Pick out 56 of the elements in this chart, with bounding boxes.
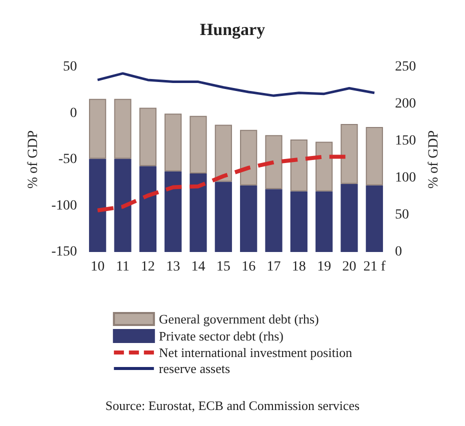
bar — [265, 189, 282, 252]
bar — [265, 135, 282, 190]
y-tick-label: 0 — [70, 106, 77, 121]
bar — [316, 191, 333, 252]
x-tick-label: 16 — [242, 260, 256, 274]
x-tick-label: 20 — [342, 260, 356, 274]
y-tick-label: -150 — [51, 244, 77, 260]
y2-tick-label: 250 — [395, 60, 416, 74]
x-tick-label: 19 — [317, 260, 332, 274]
bar — [139, 166, 156, 252]
legend-label: reserve assets — [158, 361, 230, 376]
bar — [89, 98, 106, 159]
line-series — [96, 72, 376, 97]
y-tick-label: 50 — [63, 60, 77, 74]
y2-tick-label: 200 — [395, 96, 416, 112]
bar — [214, 124, 232, 182]
x-tick-label: 21 f — [363, 260, 386, 274]
y2-axis-title: % of GDP — [426, 130, 442, 189]
x-tick-label: 11 — [116, 260, 130, 274]
bar — [340, 184, 358, 252]
y2-tick-label: 50 — [395, 208, 409, 222]
bar — [139, 108, 156, 166]
bar — [114, 158, 132, 252]
bar — [240, 185, 258, 252]
y-tick-label: -50 — [58, 152, 77, 167]
bar — [164, 114, 182, 172]
x-tick-label: 12 — [140, 260, 155, 274]
bar — [240, 130, 258, 186]
bar — [316, 142, 333, 192]
bar — [366, 126, 383, 186]
x-tick-label: 14 — [191, 260, 206, 274]
bar — [114, 98, 132, 159]
bar — [340, 124, 358, 184]
legend-label: Net international investment position — [158, 345, 353, 360]
bar — [190, 116, 207, 174]
bar — [214, 182, 232, 252]
legend-label: General government debt (rhs) — [158, 312, 319, 326]
y2-tick-label: 100 — [395, 170, 416, 186]
bar — [290, 191, 308, 252]
y-axis-title: % of GDP — [26, 130, 41, 189]
bar — [366, 185, 383, 252]
x-tick-label: 13 — [166, 260, 180, 274]
chart-title: Hungary — [200, 20, 266, 39]
x-tick-label: 15 — [216, 260, 230, 274]
bar — [190, 174, 207, 252]
y-tick-label: -100 — [51, 198, 77, 214]
bar — [290, 140, 308, 192]
y2-tick-label: 150 — [395, 134, 416, 148]
y2-tick-label: 0 — [395, 244, 402, 260]
x-tick-label: 18 — [292, 260, 306, 274]
bar — [164, 171, 182, 252]
source-note: Source: Eurostat, ECB and Commission services — [105, 398, 360, 413]
x-tick-label: 17 — [266, 260, 281, 274]
x-tick-label: 10 — [90, 260, 105, 274]
bar — [89, 158, 106, 252]
legend-label: Private sector debt (rhs) — [158, 328, 284, 344]
